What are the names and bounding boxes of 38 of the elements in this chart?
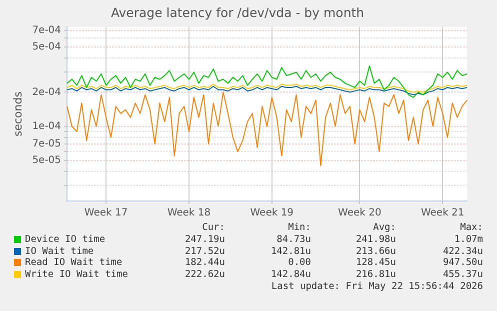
y-tick-label: 1e-04 (32, 120, 62, 132)
y-tick-label: 7e-05 (32, 138, 62, 150)
text: 216.81u (356, 269, 396, 280)
text: 142.84u (270, 269, 311, 280)
text: Cur: (202, 222, 225, 233)
y-tick-label: 5e-05 (32, 155, 62, 166)
text: 1.07m (454, 234, 483, 245)
text: Avg: (373, 222, 396, 233)
x-tick-label: Week 17 (84, 208, 128, 219)
y-tick-label: 5e-04 (32, 42, 62, 53)
y-tick-label: 7e-04 (32, 24, 62, 36)
y-tick-label: 2e-04 (32, 86, 62, 98)
text: 182.44u (184, 257, 225, 268)
x-tick-label: Week 19 (250, 208, 294, 219)
legend-label: Read IO Wait time (25, 257, 122, 268)
text: 422.34u (442, 246, 483, 257)
legend-label: Write IO Wait time (25, 269, 128, 280)
text: 128.45u (356, 257, 396, 268)
text: 241.98u (356, 234, 396, 245)
legend-label: IO Wait time (25, 246, 94, 257)
chart-title: Average latency for /dev/vda - by month (110, 4, 364, 20)
x-tick-label: Week 21 (420, 208, 464, 219)
text: 247.19u (184, 234, 225, 245)
y-axis-title: seconds (11, 91, 24, 136)
text: 217.52u (184, 246, 225, 257)
x-tick-label: Week 20 (338, 208, 382, 219)
text: 213.66u (356, 246, 396, 257)
text: 222.62u (184, 269, 225, 280)
legend-label: Device IO time (25, 234, 106, 245)
text: 142.81u (270, 246, 311, 257)
x-tick-label: Week 18 (167, 208, 211, 219)
text: 455.37u (442, 269, 483, 280)
text: 947.50u (442, 257, 483, 268)
text: 0.00 (288, 257, 311, 268)
text: 84.73u (276, 234, 311, 245)
text: Min: (288, 222, 311, 233)
text: Max: (460, 222, 483, 233)
text: Last update: Fri May 22 15:56:44 2026 (271, 280, 483, 292)
